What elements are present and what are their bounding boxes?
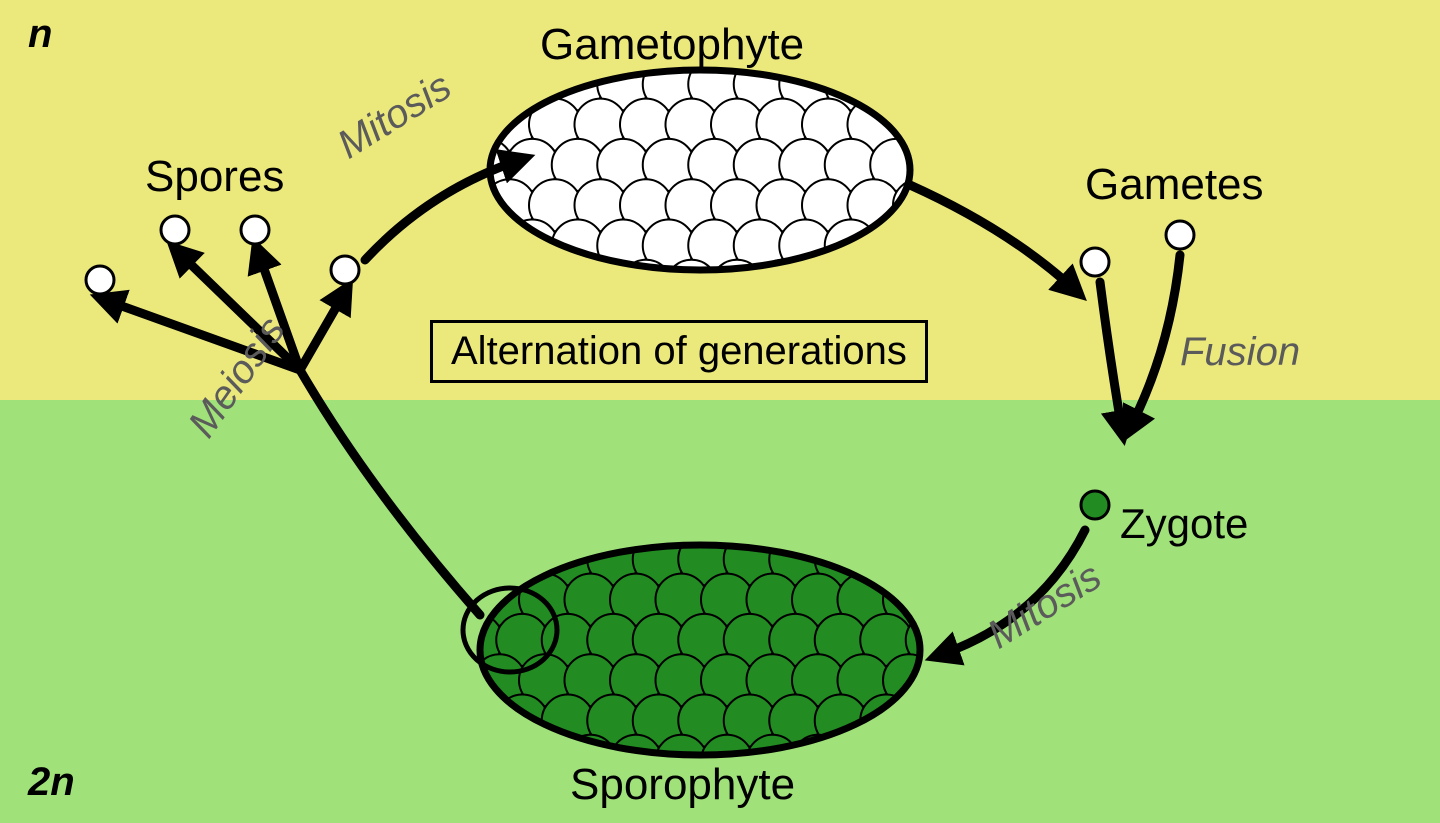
spores-label: Spores (145, 152, 284, 202)
haploid-n-label: n (28, 12, 52, 57)
sporophyte-label: Sporophyte (570, 760, 795, 810)
fusion-label: Fusion (1180, 330, 1300, 375)
diploid-2n-label: 2n (28, 760, 75, 805)
diagram-stage: n 2n Gametophyte Sporophyte Spores Gamet… (0, 0, 1440, 823)
zygote-label: Zygote (1120, 500, 1248, 548)
title-box: Alternation of generations (430, 320, 928, 383)
title-text: Alternation of generations (451, 329, 907, 373)
gametophyte-label: Gametophyte (540, 20, 804, 70)
gametes-label: Gametes (1085, 160, 1264, 210)
